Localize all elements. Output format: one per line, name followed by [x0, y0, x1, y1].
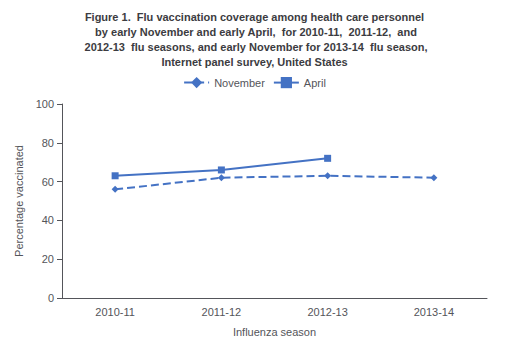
svg-text:April: April	[304, 77, 326, 89]
svg-text:by early November and early Ap: by early November and early April, for 2…	[92, 26, 417, 38]
svg-text:40: 40	[42, 214, 54, 226]
svg-text:2010-11: 2010-11	[95, 306, 135, 318]
svg-text:2012-13 flu seasons, and earl: 2012-13 flu seasons, and early November …	[81, 41, 427, 53]
svg-text:2011-12: 2011-12	[202, 306, 242, 318]
svg-text:0: 0	[48, 292, 54, 304]
svg-text:November: November	[214, 77, 265, 89]
svg-text:Figure 1. Flu vaccination cov: Figure 1. Flu vaccination coverage among…	[85, 11, 424, 23]
svg-text:60: 60	[42, 176, 54, 188]
svg-text:80: 80	[42, 137, 54, 149]
svg-text:Influenza season: Influenza season	[233, 326, 316, 338]
svg-text:Internet panel survey, United: Internet panel survey, United States	[161, 56, 347, 68]
svg-text:2013-14: 2013-14	[414, 306, 454, 318]
svg-text:2012-13: 2012-13	[307, 306, 347, 318]
svg-text:Percentage vaccinated: Percentage vaccinated	[13, 145, 25, 257]
svg-text:100: 100	[36, 98, 54, 110]
svg-text:20: 20	[42, 253, 54, 265]
